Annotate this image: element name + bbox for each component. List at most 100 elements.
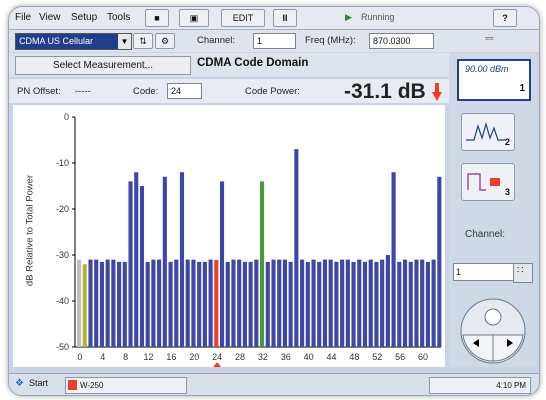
play-icon: ▶	[345, 12, 352, 22]
code-bar	[385, 255, 390, 347]
x-tick-label: 20	[189, 352, 199, 362]
code-bar	[334, 261, 339, 347]
code-bar	[300, 259, 305, 347]
code-bar	[328, 259, 333, 347]
edit-button[interactable]: EDIT	[221, 9, 265, 27]
code-bar	[122, 261, 127, 347]
code-marker	[213, 362, 222, 367]
code-bar	[265, 261, 270, 347]
code-bar	[425, 261, 430, 347]
code-bar	[168, 261, 173, 347]
keypad-icon: ∷	[517, 265, 524, 276]
app-icon	[68, 380, 77, 390]
reference-level-value: 90.00 dBm	[465, 64, 509, 74]
measurement-title: CDMA Code Domain	[197, 57, 309, 69]
x-tick-label: 56	[395, 352, 405, 362]
view-3-number: 3	[504, 187, 510, 197]
code-bar	[282, 259, 287, 347]
code-bar	[185, 259, 190, 347]
code-bar	[191, 259, 196, 347]
x-tick-label: 36	[281, 352, 291, 362]
code-power-value: -31.1 dB	[344, 80, 426, 103]
device-frame: File View Setup Tools ■ ▣ EDIT II ▶ Runn…	[8, 6, 540, 396]
view-2-number: 2	[504, 137, 510, 147]
x-tick-label: 60	[418, 352, 428, 362]
code-bar	[408, 261, 413, 347]
system-tray: 4:10 PM	[429, 377, 531, 394]
input-view-button[interactable]: 3	[461, 163, 515, 201]
code-bar	[237, 259, 242, 347]
code-bar	[322, 259, 328, 347]
pn-offset-value: -----	[75, 86, 91, 97]
code-bar	[174, 259, 179, 347]
x-tick-label: 16	[166, 352, 176, 362]
code-bar	[374, 261, 379, 347]
y-tick-label: 0	[64, 112, 69, 122]
camera-icon: ▣	[189, 13, 199, 23]
right-panel: 90.00 dBm 1 2 3 Channel: 1 ∷	[449, 53, 537, 367]
antenna-button[interactable]: ⇅	[133, 33, 153, 49]
code-bar	[368, 259, 373, 347]
code-bar	[77, 259, 82, 347]
code-bar	[151, 259, 156, 347]
y-tick-label: -50	[56, 342, 69, 352]
arrow-down-icon	[432, 83, 442, 101]
start-button[interactable]: Start	[29, 378, 49, 388]
channel-input[interactable]: 1	[253, 33, 296, 49]
code-bar	[139, 186, 145, 347]
help-button[interactable]: ?	[493, 9, 517, 27]
code-bar	[82, 264, 87, 347]
y-tick-label: -10	[56, 158, 69, 168]
spectrum-icon	[466, 121, 506, 141]
x-tick-label: 8	[123, 352, 128, 362]
antenna-icon: ⇅	[139, 36, 147, 46]
code-input[interactable]: 24	[167, 83, 202, 99]
settings-button[interactable]: ⚙	[155, 33, 175, 49]
save-button[interactable]: ■	[145, 9, 169, 27]
reference-level-box[interactable]: 90.00 dBm 1	[457, 59, 531, 101]
code-bar	[128, 181, 133, 347]
code-bar	[345, 259, 350, 347]
x-tick-label: 40	[304, 352, 314, 362]
freq-label: Freq (MHz):	[305, 35, 356, 46]
code-bar	[317, 261, 322, 347]
pause-button[interactable]: II	[273, 9, 297, 27]
keypad-button[interactable]: ∷	[513, 263, 533, 283]
code-bar	[111, 259, 116, 347]
freq-input[interactable]: 870.0300	[369, 33, 434, 49]
channel-panel-input[interactable]: 1	[453, 263, 515, 281]
code-bar	[88, 259, 93, 347]
navigation-dpad[interactable]	[453, 297, 533, 365]
code-domain-plot[interactable]: dB Relative to Total Power 0 -10 -20 -30 -40…	[13, 105, 445, 367]
menu-file[interactable]: File	[15, 12, 32, 23]
x-tick-label: 32	[258, 352, 268, 362]
x-tick-label: 52	[372, 352, 382, 362]
parameter-row: CDMA US Cellular ▼ ⇅ ⚙ Channel: 1 Freq (…	[9, 30, 539, 52]
gear-icon: ⚙	[160, 36, 170, 46]
select-measurement-button[interactable]: Select Measurement...	[15, 56, 191, 75]
code-bar	[225, 261, 230, 347]
code-bar	[134, 172, 139, 347]
technology-value: CDMA US Cellular	[19, 36, 94, 46]
code-bar	[248, 261, 253, 347]
x-tick-label: 48	[349, 352, 359, 362]
taskbar-app-button[interactable]: W-250	[65, 377, 187, 394]
menu-view[interactable]: View	[39, 12, 61, 23]
menu-setup[interactable]: Setup	[71, 12, 98, 23]
x-tick-label: 0	[77, 352, 82, 362]
spectrum-view-button[interactable]: 2	[461, 113, 515, 151]
run-status: Running	[361, 12, 395, 22]
code-bar	[357, 259, 362, 347]
code-bar	[397, 261, 402, 347]
code-bar	[431, 259, 436, 347]
chevron-down-icon: ▼	[118, 34, 131, 49]
pause-icon: II	[282, 13, 288, 23]
screenshot-button[interactable]: ▣	[179, 9, 209, 27]
code-bar	[294, 149, 299, 347]
menu-tools[interactable]: Tools	[107, 12, 131, 23]
code-label: Code:	[133, 86, 159, 97]
code-bar	[219, 181, 225, 347]
code-bar	[254, 259, 259, 347]
technology-select[interactable]: CDMA US Cellular ▼	[15, 33, 132, 50]
code-bar	[277, 259, 282, 347]
